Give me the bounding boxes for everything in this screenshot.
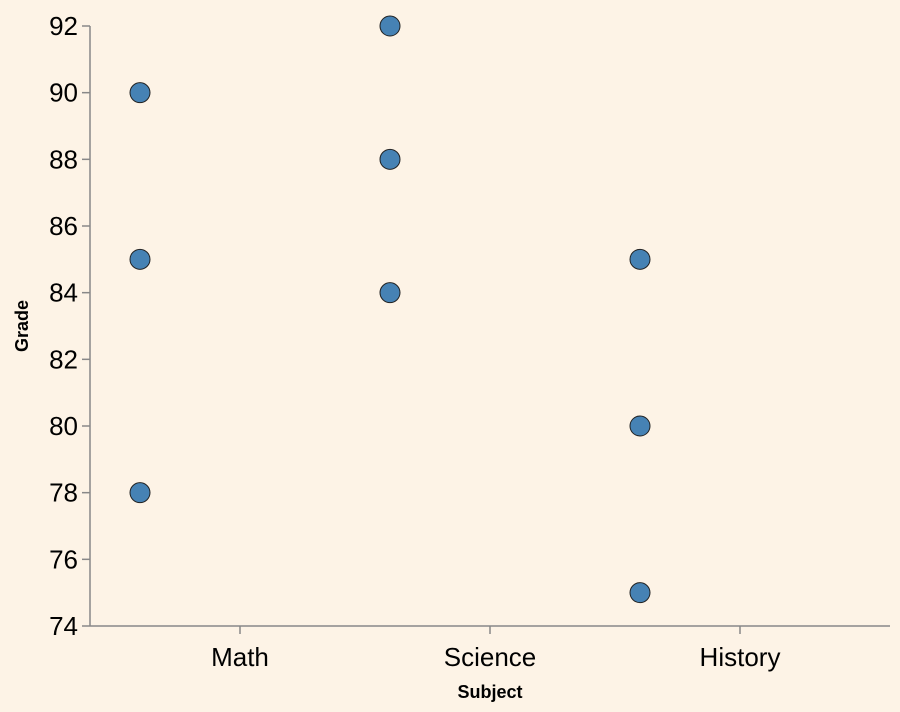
y-axis: 74 76 78 80 82 84 86 88 90 92 xyxy=(49,11,91,641)
data-point xyxy=(629,248,651,270)
data-point xyxy=(129,248,151,270)
y-tick-label: 92 xyxy=(49,11,78,41)
data-points xyxy=(129,15,651,604)
y-tick-label: 88 xyxy=(49,144,78,174)
x-tick-label: Science xyxy=(444,642,537,672)
y-tick-label: 78 xyxy=(49,478,78,508)
x-tick-label: History xyxy=(700,642,781,672)
x-axis-title: Subject xyxy=(457,682,522,702)
y-tick-label: 80 xyxy=(49,411,78,441)
data-point xyxy=(379,282,401,304)
y-tick-label: 74 xyxy=(49,611,78,641)
x-tick-label: Math xyxy=(211,642,269,672)
data-point xyxy=(129,482,151,504)
y-tick-label: 76 xyxy=(49,544,78,574)
data-point xyxy=(379,148,401,170)
data-point xyxy=(379,15,401,37)
y-tick-label: 82 xyxy=(49,344,78,374)
y-axis-title: Grade xyxy=(12,300,32,352)
data-point xyxy=(629,582,651,604)
x-axis: Math Science History xyxy=(90,625,890,672)
data-point xyxy=(129,82,151,104)
data-point xyxy=(629,415,651,437)
y-tick-label: 90 xyxy=(49,78,78,108)
y-tick-label: 84 xyxy=(49,278,78,308)
y-tick-label: 86 xyxy=(49,211,78,241)
